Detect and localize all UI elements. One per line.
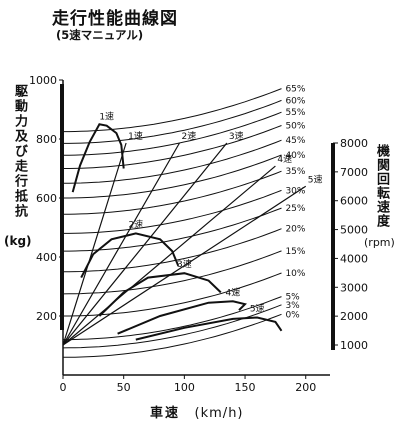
engine-speed-line: [62, 142, 228, 346]
resistance-grade-label: 35%: [285, 167, 305, 177]
resistance-grade-label: 3%: [285, 301, 300, 311]
driving-force-curve: [71, 123, 125, 193]
resistance-curve: [63, 272, 282, 317]
y-axis-right-label: 機関回転速度: [374, 144, 389, 228]
x-tick-label: 50: [117, 381, 131, 394]
engine-speed-line: [62, 165, 276, 346]
driving-force-gear-label: 1速: [99, 112, 114, 123]
chart-subtitle: (5速マニュアル): [56, 28, 144, 42]
y-right-tick-label: 2000: [340, 310, 368, 323]
resistance-curve: [63, 207, 282, 252]
x-axis-unit: (km/h): [194, 406, 244, 421]
resistance-curve: [62, 228, 282, 273]
resistance-grade-label: 15%: [285, 247, 305, 257]
driving-force-gear-label: 3速: [177, 259, 192, 270]
driving-force-gear-label: 5速: [250, 303, 265, 314]
x-tick-label: 200: [295, 381, 316, 394]
engine-speed-gear-label: 5速: [308, 174, 323, 185]
driving-force-curve: [117, 300, 247, 335]
resistance-grade-label: 5%: [285, 293, 300, 303]
chart-title: 走行性能曲線図: [52, 9, 178, 29]
y-left-tick-label: 800: [36, 133, 57, 146]
x-tick-label: 0: [60, 381, 67, 394]
y-right-tick-label: 7000: [340, 166, 368, 179]
x-tick-label: 150: [235, 381, 256, 394]
y-right-tick-label: 5000: [340, 224, 368, 237]
engine-speed-gear-label: 2速: [182, 131, 197, 142]
y-right-tick-label: 6000: [340, 195, 368, 208]
driving-force-curve: [135, 316, 283, 341]
y-axis-left-unit: (kg): [4, 234, 32, 248]
x-axis-label: 車速 (km/h): [150, 402, 244, 421]
engine-speed-gear-label: 4速: [277, 154, 292, 165]
resistance-curve: [63, 154, 282, 199]
engine-speed-gear-label: 1速: [128, 131, 143, 142]
driving-force-gear-label: 2速: [128, 219, 143, 230]
driving-force-curve: [98, 272, 222, 317]
resistance-grade-label: 45%: [285, 136, 305, 146]
resistance-curve: [63, 125, 282, 169]
y-left-tick-label: 600: [36, 192, 57, 205]
resistance-grade-label: 25%: [285, 204, 305, 214]
resistance-grade-label: 10%: [285, 269, 305, 279]
engine-speed-gear-label: 3速: [229, 131, 244, 142]
x-tick-label: 100: [174, 381, 195, 394]
x-axis-label-text: 車速: [150, 406, 181, 421]
y-left-tick-label: 400: [36, 251, 57, 264]
resistance-grade-label: 30%: [285, 186, 305, 196]
resistance-grade-label: 50%: [285, 121, 305, 131]
y-left-tick-label: 1000: [29, 74, 57, 87]
resistance-curve: [63, 189, 282, 234]
resistance-grade-label: 65%: [285, 85, 305, 95]
resistance-curve: [63, 111, 282, 156]
resistance-grade-label: 0%: [285, 310, 300, 320]
engine-speed-line: [62, 142, 181, 346]
y-right-tick-label: 1000: [340, 339, 368, 352]
resistance-grade-label: 60%: [285, 96, 305, 106]
engine-speed-line: [62, 142, 127, 346]
resistance-curve: [62, 139, 282, 184]
y-axis-right-unit: (rpm): [364, 236, 395, 249]
driving-force-gear-label: 4速: [226, 287, 241, 298]
resistance-grade-label: 55%: [285, 108, 305, 118]
y-right-tick-label: 3000: [340, 281, 368, 294]
y-axis-left-label: 駆動力及び走行抵抗: [12, 84, 27, 219]
resistance-curve: [63, 296, 282, 341]
resistance-grade-label: 40%: [285, 151, 305, 161]
engine-speed-line: [62, 185, 307, 346]
y-left-tick-label: 200: [36, 310, 57, 323]
y-right-tick-label: 4000: [340, 252, 368, 265]
resistance-curve: [62, 250, 282, 295]
resistance-curve: [63, 313, 282, 358]
resistance-curve: [63, 88, 282, 133]
resistance-grade-label: 20%: [285, 225, 305, 235]
resistance-curve: [63, 99, 282, 144]
resistance-curve: [63, 170, 282, 215]
y-right-tick-label: 8000: [340, 137, 368, 150]
driving-force-curve: [80, 232, 180, 279]
